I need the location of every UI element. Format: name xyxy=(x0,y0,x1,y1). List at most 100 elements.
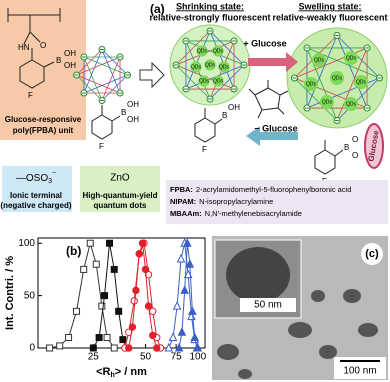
marker xyxy=(80,265,88,273)
marker xyxy=(46,344,54,352)
marker xyxy=(132,286,140,295)
chain xyxy=(209,30,245,66)
quantum-dot xyxy=(204,59,216,71)
y-tick-label: 50 xyxy=(24,290,36,301)
state-title: Shrinking state: xyxy=(176,1,244,11)
marker xyxy=(130,297,138,305)
legend-entry: MBAAm: N,N′-methylenebisacrylamide xyxy=(170,209,302,218)
qd-label: QDs xyxy=(199,78,210,84)
qd-label: QDs xyxy=(314,57,325,63)
chain xyxy=(175,64,211,100)
marker xyxy=(176,253,186,263)
marker xyxy=(183,238,192,247)
x-label-part: > / nm xyxy=(115,366,147,378)
x-tick-label: 50 xyxy=(140,352,152,363)
atom: F xyxy=(28,91,33,100)
marker xyxy=(135,250,143,258)
marker xyxy=(98,302,106,310)
particles xyxy=(217,289,378,379)
marker xyxy=(56,342,64,350)
legend-abbr: NIPAM: xyxy=(170,197,196,206)
marker xyxy=(190,332,200,342)
chain xyxy=(294,77,338,121)
chain xyxy=(76,49,103,76)
qd-label: QDs xyxy=(205,62,216,68)
caption: quantum dots xyxy=(94,201,147,210)
qd-label: QDs xyxy=(197,48,208,54)
qd-label: QDs xyxy=(322,99,333,105)
marker xyxy=(185,259,195,268)
marker xyxy=(188,306,197,315)
marker xyxy=(95,334,103,342)
quantum-dot xyxy=(198,75,210,87)
chain xyxy=(209,30,235,90)
x-tick-label: 100 xyxy=(189,352,206,363)
marker xyxy=(172,300,182,310)
atom: OH xyxy=(64,61,76,70)
state-subtitle: relative-weakly fluorescent xyxy=(272,12,387,22)
legend: FPBA: 2-acrylamidomethyl-5-fluorophenylbo… xyxy=(170,185,351,218)
legend-entry: FPBA: 2-acrylamidomethyl-5-fluorophenylbo… xyxy=(170,185,351,194)
qd-label: QDs xyxy=(213,48,224,54)
scale-box xyxy=(240,298,296,312)
qd-label: QDs xyxy=(332,75,343,81)
panel-label: (b) xyxy=(66,244,81,258)
marker xyxy=(149,331,157,340)
arrow xyxy=(246,126,298,146)
chain xyxy=(101,74,128,101)
marker xyxy=(115,307,123,315)
legend-text: N,N′-methylenebisacrylamide xyxy=(205,209,302,218)
quantum-dot xyxy=(312,53,326,67)
chart: 0 50 100 25 50 75 100 <Rh> / nm Int. Contri. / %… xyxy=(4,237,207,379)
chain xyxy=(336,47,368,121)
quantum-dot xyxy=(330,71,344,85)
chain xyxy=(76,74,103,101)
marker xyxy=(110,265,118,273)
polymer-ring xyxy=(73,46,131,104)
arrow-label: − Glucose xyxy=(254,123,297,133)
atom: O xyxy=(352,151,358,160)
marker xyxy=(177,327,187,336)
arrow xyxy=(139,61,165,89)
marker xyxy=(65,334,73,342)
caption: (negative charged) xyxy=(0,201,71,210)
chain xyxy=(336,77,380,121)
atom: HN xyxy=(18,43,30,52)
chain xyxy=(101,49,128,76)
marker xyxy=(92,260,100,268)
atom: OH xyxy=(127,115,139,124)
chain xyxy=(336,35,380,79)
quantum-dot xyxy=(320,95,334,109)
legend-abbr: MBAAm: xyxy=(170,209,202,218)
marker xyxy=(89,344,97,352)
marker xyxy=(144,302,153,310)
legend-text: 2-acrylamidomethyl-5-fluorophenylboronic… xyxy=(196,185,352,194)
scale-box xyxy=(334,357,386,379)
label-bg xyxy=(361,243,383,265)
atom: O xyxy=(40,41,46,50)
legend-entry: NIPAM: N-isopropylacrylamine xyxy=(170,197,273,206)
caption: Glucose-responsive xyxy=(5,115,82,124)
caption: Ionic terminal xyxy=(10,191,62,200)
series-line xyxy=(178,243,198,349)
atom: F xyxy=(99,142,104,151)
state-title: Swelling state: xyxy=(298,1,361,11)
quantum-dot xyxy=(344,51,358,65)
y-axis-label: Int. Contri. / % xyxy=(4,256,16,330)
quantum-dot xyxy=(212,75,224,87)
marker xyxy=(164,342,174,352)
atom: B xyxy=(222,111,227,120)
x-label-part: <R xyxy=(96,366,110,378)
glucose-tag xyxy=(364,123,384,169)
marker xyxy=(125,344,133,352)
marker xyxy=(153,344,161,352)
scale-label: 100 nm xyxy=(343,366,376,377)
marker xyxy=(101,292,109,300)
chain xyxy=(101,49,121,94)
arrow xyxy=(248,52,298,72)
marker xyxy=(138,239,147,247)
x-label-part: h xyxy=(111,372,115,379)
quantum-dot xyxy=(218,61,230,73)
panel-label: (c) xyxy=(365,248,379,260)
